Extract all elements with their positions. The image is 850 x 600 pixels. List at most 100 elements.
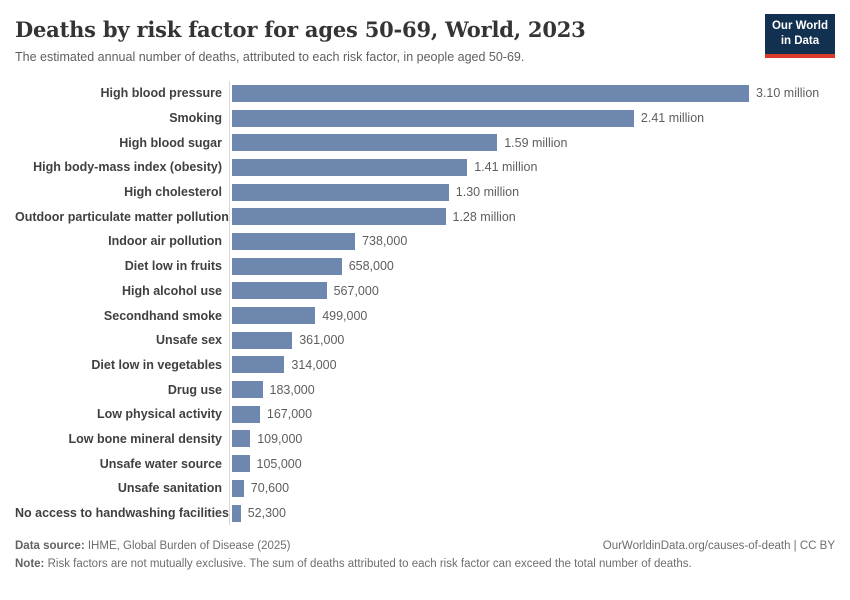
category-label: Secondhand smoke: [103, 308, 222, 323]
chart-row: Unsafe water source 105,000: [15, 451, 835, 476]
value-label: 314,000: [291, 357, 337, 372]
chart-row: High blood pressure 3.10 million: [15, 81, 835, 106]
page-title: Deaths by risk factor for ages 50-69, Wo…: [15, 17, 586, 42]
bar-track: 70,600: [229, 476, 835, 501]
bar-track: 314,000: [229, 352, 835, 378]
value-label: 52,300: [247, 506, 286, 521]
category-label: High cholesterol: [124, 185, 222, 200]
category-label: Diet low in fruits: [124, 259, 222, 274]
chart-row: Diet low in fruits 658,000: [15, 253, 835, 279]
bar[interactable]: [232, 232, 356, 250]
chart-rows: High blood pressure 3.10 million Smoking…: [15, 81, 835, 526]
title-block: Deaths by risk factor for ages 50-69, Wo…: [15, 12, 586, 64]
category-label: High blood pressure: [100, 86, 222, 101]
category-label: Unsafe sex: [155, 333, 222, 348]
data-source-text: IHME, Global Burden of Disease (2025): [84, 540, 291, 553]
category-label: Smoking: [169, 111, 222, 126]
category-label: No access to handwashing facilities: [15, 506, 229, 521]
bar-track: 167,000: [229, 401, 835, 427]
bar[interactable]: [232, 479, 244, 497]
value-label: 658,000: [348, 259, 394, 274]
category-label: High blood sugar: [119, 135, 222, 150]
bar[interactable]: [232, 381, 263, 399]
chart-row: Secondhand smoke 499,000: [15, 303, 835, 328]
bar-track: 52,300: [229, 500, 835, 526]
bar-track: 361,000: [229, 327, 835, 353]
bar-track: 183,000: [229, 377, 835, 402]
chart-row: Low bone mineral density 109,000: [15, 426, 835, 452]
value-label: 167,000: [266, 407, 313, 422]
value-label: 1.30 million: [455, 185, 520, 200]
value-label: 105,000: [256, 456, 302, 471]
bar-track: 3.10 million: [229, 81, 835, 106]
bar[interactable]: [232, 109, 634, 127]
bar[interactable]: [232, 183, 449, 201]
footer-note: Note: Risk factors are not mutually excl…: [15, 558, 835, 570]
chart-row: Diet low in vegetables 314,000: [15, 352, 835, 378]
bar-track: 658,000: [229, 253, 835, 279]
bar[interactable]: [232, 331, 293, 349]
data-source: Data source: IHME, Global Burden of Dise…: [15, 540, 291, 552]
bar[interactable]: [232, 356, 285, 374]
footer-line1: Data source: IHME, Global Burden of Dise…: [15, 540, 835, 552]
bar-track: 1.28 million: [229, 204, 835, 230]
value-label: 1.28 million: [452, 209, 516, 224]
bar[interactable]: [232, 455, 250, 473]
value-label: 2.41 million: [640, 111, 705, 126]
bar-chart: High blood pressure 3.10 million Smoking…: [15, 81, 835, 526]
page-subtitle: The estimated annual number of deaths, a…: [15, 50, 525, 64]
value-label: 3.10 million: [756, 86, 820, 101]
chart-row: Low physical activity 167,000: [15, 401, 835, 427]
chart-row: Smoking 2.41 million: [15, 105, 835, 131]
attribution-link[interactable]: OurWorldinData.org/causes-of-death | CC …: [602, 540, 835, 553]
value-label: 183,000: [269, 382, 315, 397]
category-label: High body-mass index (obesity): [33, 160, 222, 175]
chart-row: High alcohol use 567,000: [15, 278, 835, 304]
bar[interactable]: [232, 307, 316, 325]
value-label: 738,000: [362, 234, 408, 249]
chart-header: Deaths by risk factor for ages 50-69, Wo…: [15, 12, 835, 64]
category-label: Diet low in vegetables: [91, 357, 222, 372]
owid-logo-line1: Our World: [771, 20, 828, 32]
category-label: Low physical activity: [96, 407, 222, 422]
bar[interactable]: [232, 257, 342, 275]
bar-track: 2.41 million: [229, 105, 835, 131]
category-label: Outdoor particulate matter pollution: [15, 209, 229, 224]
note-label: Note:: [15, 558, 45, 571]
chart-row: High blood sugar 1.59 million: [15, 130, 835, 156]
chart-row: No access to handwashing facilities 52,3…: [15, 500, 835, 526]
chart-row: High cholesterol 1.30 million: [15, 179, 835, 205]
category-label: Low bone mineral density: [68, 431, 223, 446]
bar-track: 105,000: [229, 451, 835, 476]
category-label: Unsafe water source: [99, 456, 222, 471]
value-label: 567,000: [333, 283, 379, 298]
bar-track: 1.59 million: [229, 130, 835, 156]
value-label: 499,000: [322, 308, 368, 323]
chart-footer: Data source: IHME, Global Burden of Dise…: [15, 540, 835, 570]
value-label: 361,000: [299, 333, 345, 348]
value-label: 70,600: [250, 481, 290, 496]
bar-track: 499,000: [229, 303, 835, 328]
bar[interactable]: [232, 84, 749, 102]
category-label: High alcohol use: [121, 283, 222, 298]
bar-track: 109,000: [229, 426, 835, 452]
bar[interactable]: [232, 158, 468, 176]
value-label: 1.59 million: [504, 135, 568, 150]
bar[interactable]: [232, 504, 241, 522]
chart-row: Unsafe sex 361,000: [15, 327, 835, 353]
data-source-label: Data source:: [15, 540, 85, 553]
note-text: Risk factors are not mutually exclusive.…: [44, 558, 692, 571]
chart-row: Outdoor particulate matter pollution 1.2…: [15, 204, 835, 230]
value-label: 109,000: [257, 431, 303, 446]
bar[interactable]: [232, 134, 498, 152]
bar[interactable]: [232, 430, 251, 448]
bar[interactable]: [232, 208, 446, 226]
bar-track: 1.41 million: [229, 155, 835, 180]
bar[interactable]: [232, 282, 327, 300]
category-label: Drug use: [167, 382, 222, 397]
category-label: Unsafe sanitation: [117, 481, 222, 496]
bar[interactable]: [232, 405, 260, 423]
bar-track: 1.30 million: [229, 179, 835, 205]
bar-track: 738,000: [229, 229, 835, 254]
